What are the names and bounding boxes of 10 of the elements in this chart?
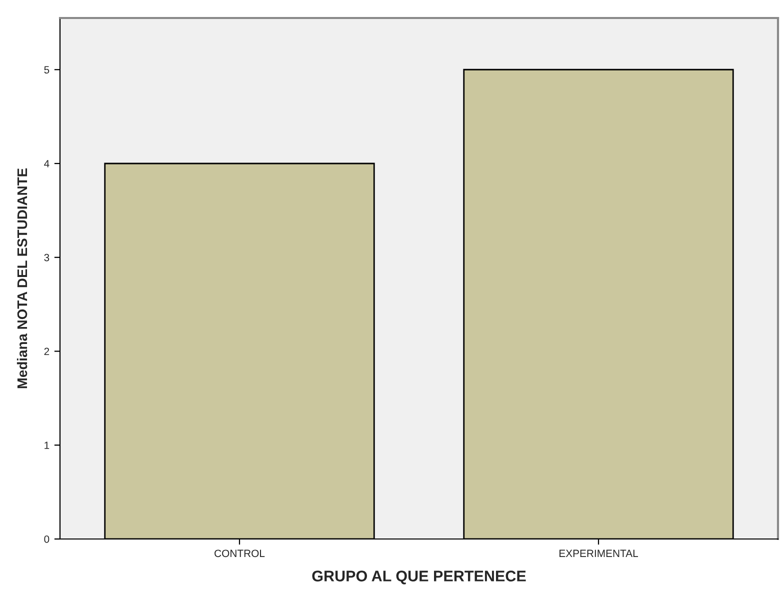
x-tick-label: CONTROL [214,550,265,558]
y-tick-label: 4 [44,160,50,168]
y-tick-label: 3 [44,254,50,262]
y-tick-label: 1 [44,442,50,449]
y-axis-title: Mediana NOTA DEL ESTUDIANTE [16,168,28,388]
x-axis-title: GRUPO AL QUE PERTENECE [312,570,526,584]
y-tick-label: 5 [44,66,50,74]
x-tick-label: EXPERIMENTAL [560,550,638,557]
y-tick-label: 0 [44,536,50,543]
y-tick-label: 2 [44,348,50,356]
